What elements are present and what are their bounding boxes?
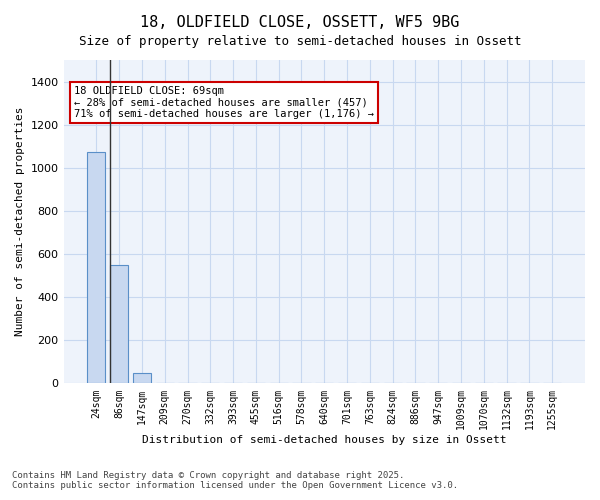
- Text: 18, OLDFIELD CLOSE, OSSETT, WF5 9BG: 18, OLDFIELD CLOSE, OSSETT, WF5 9BG: [140, 15, 460, 30]
- Bar: [87, 152, 106, 384]
- Text: 18 OLDFIELD CLOSE: 69sqm
← 28% of semi-detached houses are smaller (457)
71% of : 18 OLDFIELD CLOSE: 69sqm ← 28% of semi-d…: [74, 86, 374, 119]
- Y-axis label: Number of semi-detached properties: Number of semi-detached properties: [15, 107, 25, 336]
- Text: Size of property relative to semi-detached houses in Ossett: Size of property relative to semi-detach…: [79, 35, 521, 48]
- Text: Contains HM Land Registry data © Crown copyright and database right 2025.
Contai: Contains HM Land Registry data © Crown c…: [12, 470, 458, 490]
- X-axis label: Distribution of semi-detached houses by size in Ossett: Distribution of semi-detached houses by …: [142, 435, 506, 445]
- Bar: [110, 265, 128, 384]
- Bar: [133, 372, 151, 384]
